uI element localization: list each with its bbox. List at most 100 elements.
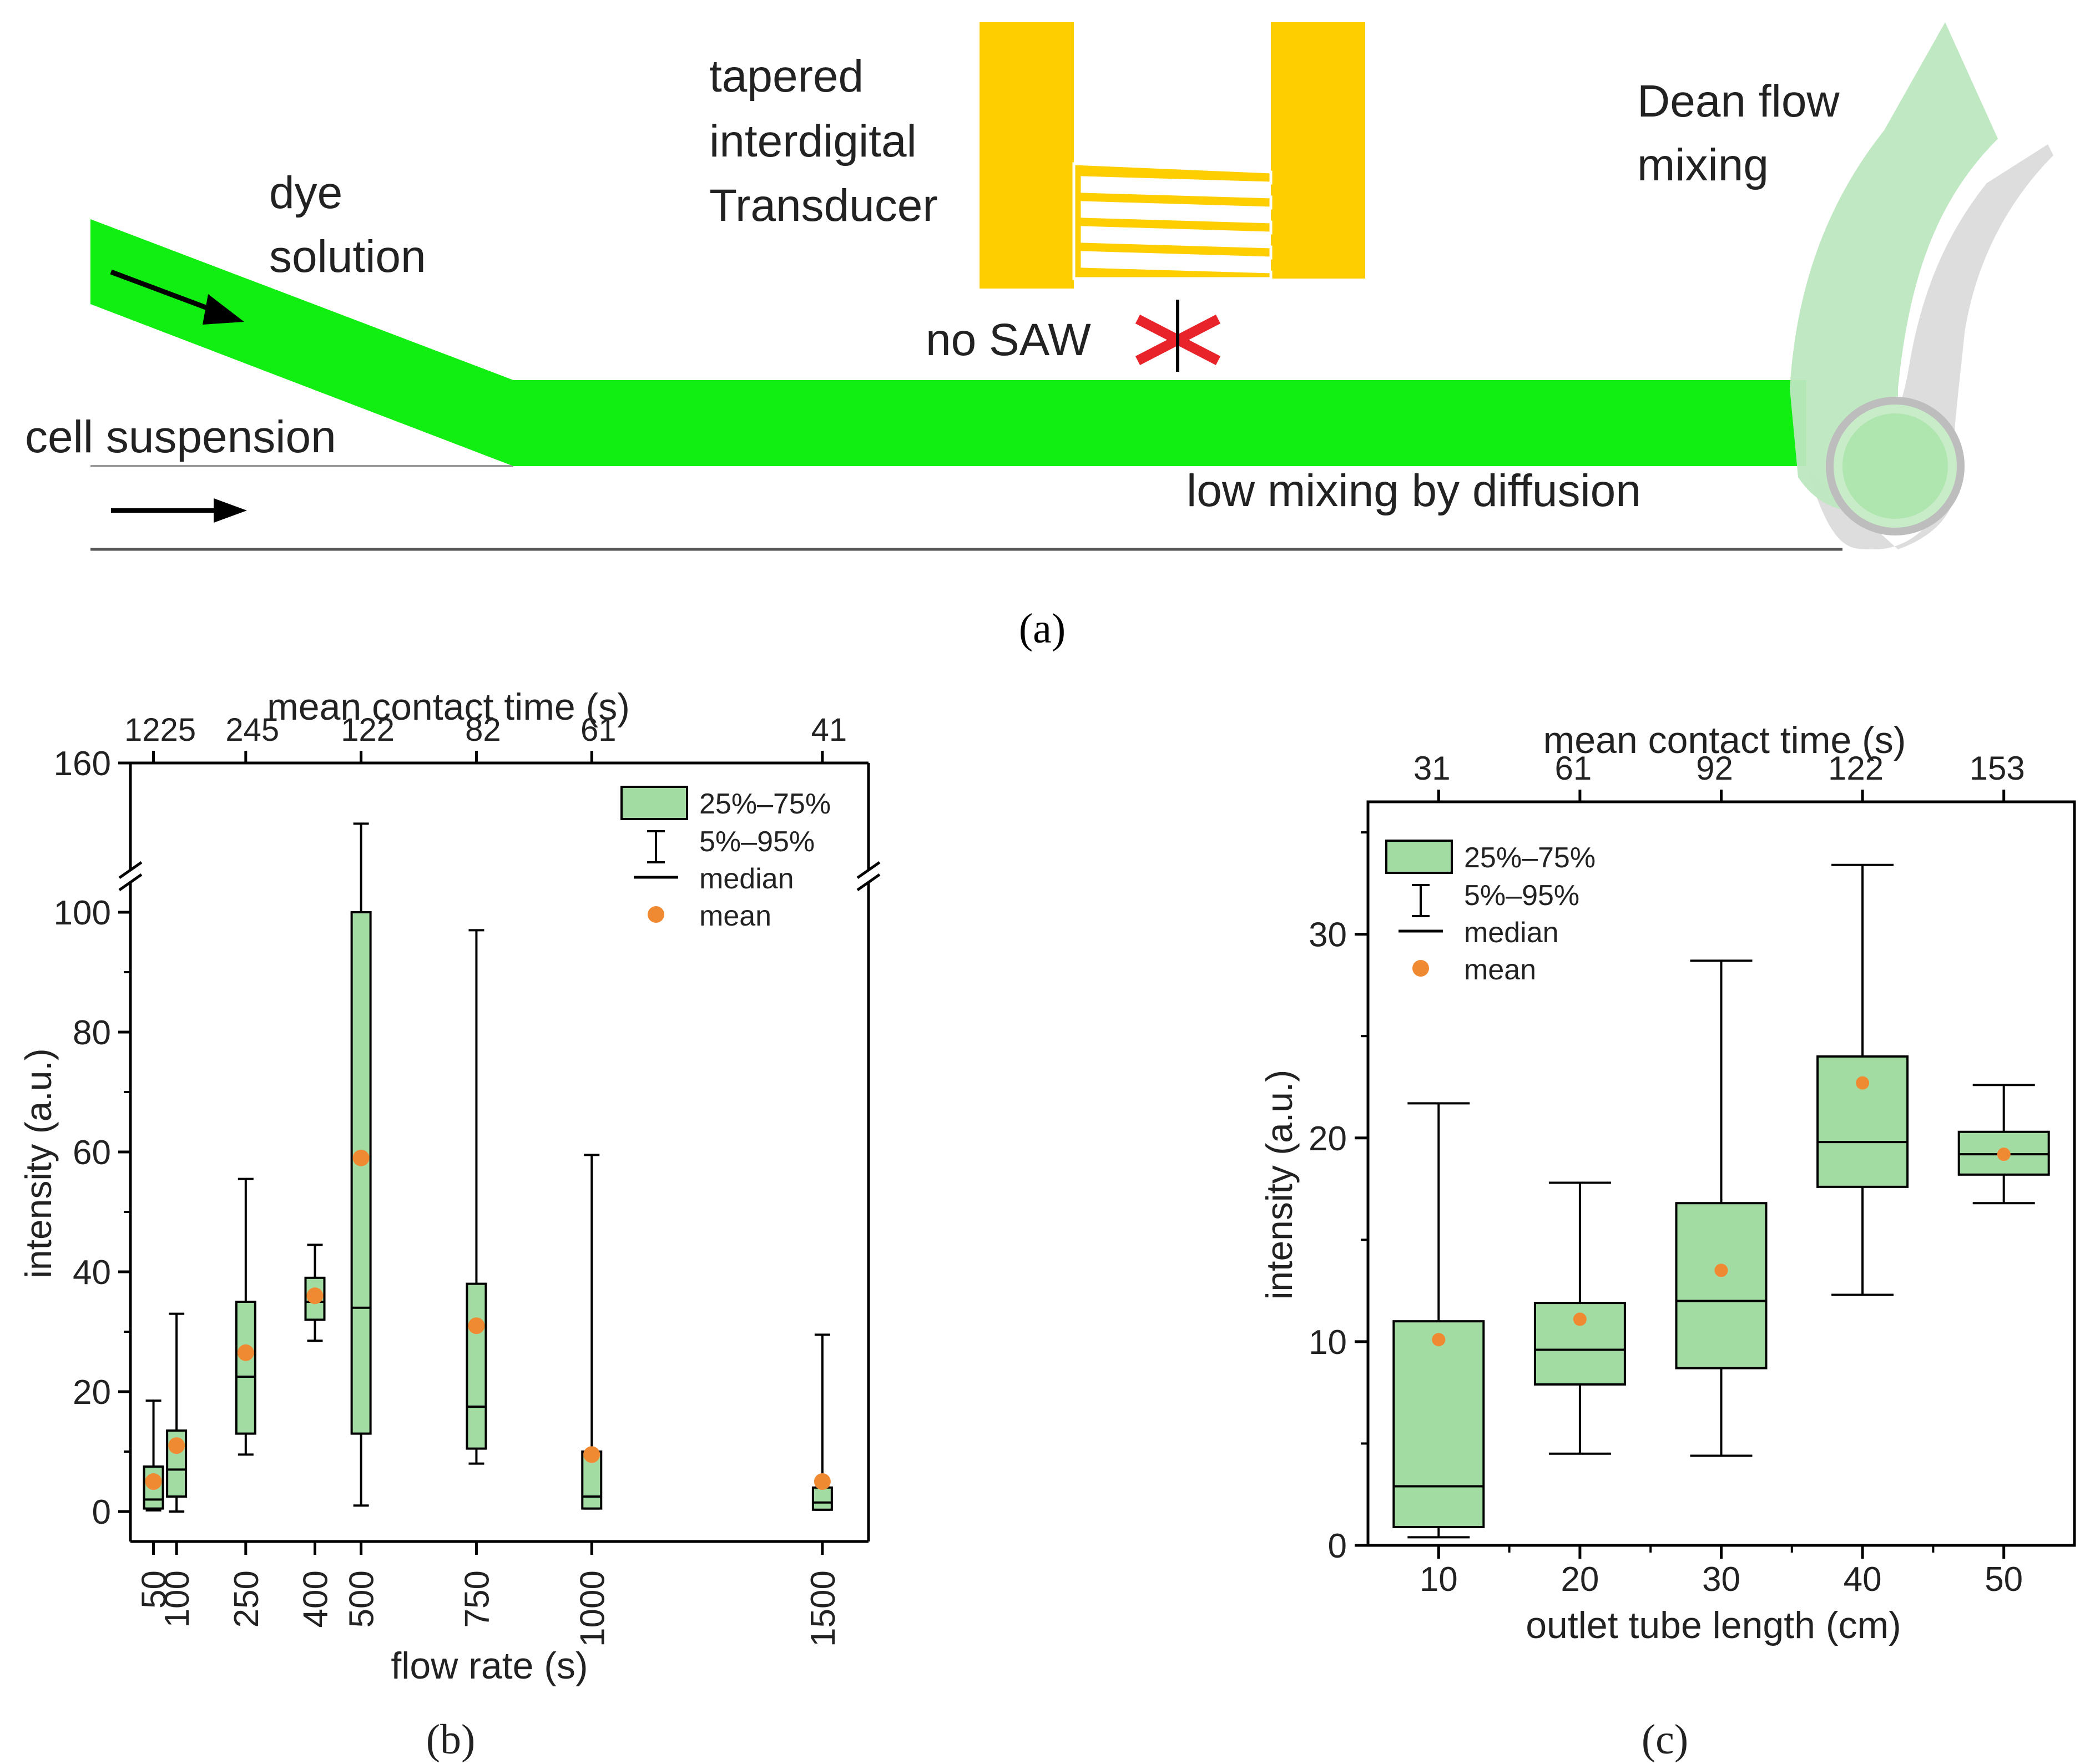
legend-box-swatch [1385,840,1453,874]
label-transducer-line3: Transducer [709,180,938,231]
top-tick-label: 31 [1413,750,1451,787]
legend-mean-label: mean [699,900,771,932]
mean-dot [168,1437,185,1454]
axis-break-mark [118,861,143,880]
top-axis-label: mean contact time (s) [1543,719,1906,761]
mean-dot [814,1473,831,1490]
y-tick-label: 60 [73,1134,111,1172]
mean-dot [306,1287,324,1305]
top-tick-label: 61 [580,712,617,748]
box-400 [304,1244,326,1342]
label-dye-line1: dye [269,168,342,218]
legend-mean-swatch [1412,960,1429,977]
label-dean-line2: mixing [1637,140,1769,190]
box-1000 [581,1154,603,1510]
legend-box-label: 25%–75% [699,788,831,820]
top-tick-label: 245 [225,712,279,748]
x-tick-label: 750 [458,1570,496,1627]
mean-dot [1573,1312,1587,1326]
y-tick-label: 80 [73,1014,111,1052]
top-tick-label: 41 [811,712,847,748]
x-tick-label: 50 [135,1570,174,1609]
iqr-box [350,911,372,1435]
axis-break-mark [856,873,881,892]
dye-stream [513,380,1806,466]
legend: 25%–75% 5%–95% median mean [620,786,831,932]
iqr-box [1816,1055,1909,1188]
mean-dot [145,1473,162,1490]
box-100 [166,1312,188,1513]
top-tick-label: 92 [1696,750,1733,787]
box-250 [235,1177,256,1456]
mean-dot [237,1344,254,1361]
top-axis-label: mean contact time (s) [267,686,630,728]
legend-mean-label: mean [1464,954,1536,986]
box-500 [350,822,372,1507]
x-tick-label: 250 [228,1570,266,1627]
legend-mean-swatch [648,906,664,923]
x-tick-label: 20 [1561,1560,1599,1599]
label-no-saw: no SAW [926,315,1091,365]
y-tick-label: 0 [1328,1527,1347,1565]
legend: 25%–75% 5%–95% median mean [1385,840,1596,986]
box-750 [466,929,487,1465]
dye-inlet-channel [90,219,513,466]
panel-label-c: (c) [1642,1716,1688,1763]
top-tick-label: 61 [1555,750,1592,787]
legend-box-swatch [620,786,688,820]
legend-median-label: median [699,863,794,895]
mean-dot [1432,1333,1446,1347]
top-tick-label: 1225 [124,712,196,748]
transducer-electrodes [980,22,1365,289]
iqr-box [1675,1202,1768,1369]
y-axis-label: intensity (a.u.) [1259,1070,1300,1300]
label-dean-line1: Dean flow [1637,76,1840,127]
top-tick-label: 122 [1828,750,1884,787]
label-transducer-line1: tapered [709,51,864,102]
y-tick-label: 20 [73,1373,111,1412]
y-tick-label: 20 [1309,1120,1347,1158]
top-tick-label: 122 [341,712,395,748]
iqr-box [1392,1320,1485,1528]
iqr-box [235,1301,256,1435]
y-tick-label: 10 [1309,1323,1347,1362]
mean-dot [583,1446,600,1463]
y-tick-label: 0 [92,1493,111,1532]
y-tick-label: 30 [1309,916,1347,954]
label-low-mixing: low mixing by diffusion [1187,466,1641,516]
legend-whisker-label: 5%–95% [699,826,815,858]
axis-break-mark [856,861,881,880]
label-dye-line2: solution [269,231,426,282]
iqr-box [466,1282,487,1450]
legend-median-label: median [1464,917,1559,949]
panel-label-b: (b) [426,1716,476,1763]
x-tick-label: 50 [1985,1560,2023,1599]
panel-label-a: (a) [1019,605,1066,652]
mean-dot [1714,1263,1728,1277]
mean-dot [1856,1076,1870,1090]
mean-dot [468,1317,485,1335]
arrow-right-icon [111,498,247,523]
legend-whisker-label: 5%–95% [1464,880,1579,912]
x-tick-label: 10 [1420,1560,1458,1599]
axis-break-mark [118,873,143,892]
box-20 [1533,1181,1626,1455]
y-tick-label: 40 [73,1253,111,1292]
top-tick-label: 153 [1970,750,2025,787]
label-transducer-line2: interdigital [709,116,917,166]
mean-dot [352,1149,370,1166]
top-tick-label: 82 [465,712,501,748]
x-tick-label: 40 [1844,1560,1882,1599]
x-tick-label: 500 [343,1570,381,1627]
x-tick-label: 100 [158,1570,196,1627]
cross-icon [1135,300,1221,372]
box-10 [1392,1102,1485,1539]
schematic-panel: dye solution cell suspension tapered int… [25,22,2053,652]
iqr-box [811,1486,833,1511]
x-tick-label: 1000 [573,1570,612,1647]
dean-flow-tube [1790,22,2053,549]
legend-box-label: 25%–75% [1464,842,1596,874]
box-30 [1675,959,1768,1457]
